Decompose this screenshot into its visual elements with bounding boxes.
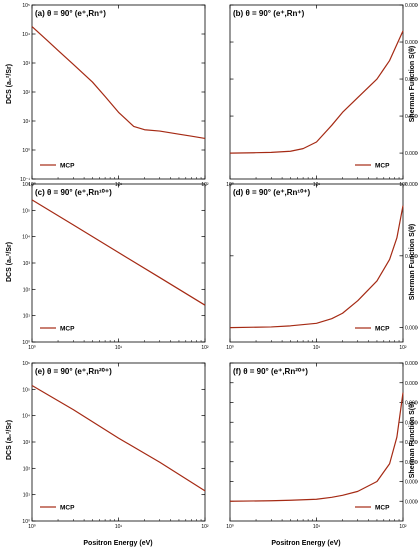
y-tick-label: 10¹ (23, 314, 31, 320)
y-tick-label: 10⁴ (22, 235, 30, 241)
x-tick-label: 10² (201, 345, 209, 351)
panel-title: (b) θ = 90° (e⁺,Rn⁺) (233, 9, 305, 18)
x-tick-label: 10² (399, 524, 407, 530)
y-tick-label: 0.000002 (405, 480, 418, 486)
x-tick-label: 10⁰ (226, 524, 234, 530)
y-tick-label: 10² (23, 287, 31, 293)
series-line-mcp (229, 205, 404, 329)
left-y-axis-label-top: DCS (a₀²/Sr) (6, 64, 13, 104)
series-line-mcp (229, 30, 404, 154)
y-tick-label: 0.00000 (405, 151, 418, 157)
panel-title: (d) θ = 90° (e⁺,Rn¹⁰⁺) (233, 188, 311, 197)
y-tick-label: 10¹ (23, 119, 31, 125)
y-tick-label: 0.000014 (405, 361, 418, 367)
left-y-axis-label-bottom: DCS (a₀²/Sr) (6, 420, 13, 460)
y-tick-label: 10⁶ (22, 182, 30, 188)
y-tick-label: 10⁴ (22, 32, 30, 38)
legend-label: MCP (375, 326, 390, 333)
y-tick-label: 10⁵ (22, 387, 30, 393)
series-line-mcp (229, 392, 404, 502)
right-y-axis-label-middle: Sherman Function S(θ) (409, 224, 416, 301)
panel-title: (c) θ = 90° (e⁺,Rn¹⁰⁺) (35, 188, 112, 197)
y-tick-label: 0.000000 (405, 326, 418, 332)
panel-1: 10⁰10¹10²0.000000.000010.000020.000030.0… (226, 3, 418, 188)
panel-title: (a) θ = 90° (e⁺,Rn⁺) (35, 9, 106, 18)
panel-2: 10⁰ 10¹ 10² 10⁰ 10¹ 10² 10³ 10⁴ 10⁵ 10⁶ (c) θ = 90… (22, 182, 209, 351)
plot-frame (31, 362, 206, 522)
y-tick-label: 10³ (23, 61, 31, 67)
y-tick-label: 10⁰ (22, 519, 30, 525)
x-tick-label: 10² (399, 345, 407, 351)
legend-label: MCP (375, 505, 390, 512)
y-tick-label: 10¹ (23, 493, 31, 499)
panel-title: (e) θ = 90° (e⁺,Rn²⁰⁺) (35, 367, 112, 376)
x-tick-label: 10⁰ (28, 524, 36, 530)
y-tick-label: 0.000002 (405, 254, 418, 260)
legend-label: MCP (60, 326, 75, 333)
y-tick-label: 0.000006 (405, 440, 418, 446)
x-tick-label: 10¹ (313, 345, 321, 351)
y-tick-label: 10² (23, 90, 31, 96)
y-tick-label: 0.000012 (405, 381, 418, 387)
y-tick-label: 0.00002 (405, 77, 418, 83)
y-tick-label: 10⁰ (22, 148, 30, 154)
x-tick-label: 10¹ (313, 524, 321, 530)
x-axis-label-left: Positron Energy (eV) (83, 540, 152, 547)
plot-frame (31, 4, 206, 180)
x-tick-label: 10¹ (115, 524, 123, 530)
plot-frame (31, 183, 206, 343)
y-tick-label: 10³ (23, 261, 31, 267)
legend-label: MCP (60, 505, 75, 512)
right-y-axis-label-top: Sherman Function S(θ) (409, 46, 416, 123)
y-tick-label: 0.000010 (405, 401, 418, 407)
series-line-mcp (31, 199, 206, 306)
y-tick-label: 0.00003 (405, 40, 418, 46)
panel-5: 10⁰ 10¹ 10² 0.000000 0.000002 0.000004 0.00000… (226, 361, 418, 530)
series-line-mcp (31, 26, 206, 140)
plot-frame (229, 362, 404, 522)
left-y-axis-label-middle: DCS (a₀²/Sr) (6, 242, 13, 282)
y-tick-label: 0.00001 (405, 114, 418, 120)
right-y-axis-label-bottom: Sherman Function S(θ) (409, 402, 416, 479)
panel-title: (f) θ = 90° (e⁺,Rn²⁰⁺) (233, 367, 308, 376)
legend-label: MCP (60, 163, 75, 170)
y-tick-label: 10² (23, 466, 31, 472)
y-tick-label: 10³ (23, 440, 31, 446)
y-tick-label: 10⁵ (22, 208, 30, 214)
x-axis-label-right: Positron Energy (eV) (271, 540, 340, 547)
y-tick-label: 0.000004 (405, 460, 418, 466)
x-tick-label: 10¹ (115, 345, 123, 351)
panel-4: 10⁰ 10¹ 10² 10⁰ 10¹ 10² 10³ 10⁴ 10⁵ 10⁶ (e) θ = 90… (22, 361, 209, 530)
y-tick-label: 0.000008 (405, 420, 418, 426)
y-tick-label: 0.000000 (405, 499, 418, 505)
x-tick-label: 10⁰ (28, 345, 36, 351)
y-tick-label: 0.00004 (405, 3, 418, 9)
y-tick-label: 10⁵ (22, 3, 30, 9)
y-tick-label: 10⁶ (22, 361, 30, 367)
y-tick-label: 10⁴ (22, 414, 30, 420)
legend-label: MCP (375, 163, 390, 170)
y-tick-label: 0.000004 (405, 182, 418, 188)
y-tick-label: 10⁰ (22, 340, 30, 346)
panel-3: 10⁰ 10¹ 10² 0.000000 0.000002 0.000004 (d) θ =… (226, 182, 418, 351)
series-line-mcp (31, 384, 206, 492)
x-tick-label: 10² (201, 524, 209, 530)
x-tick-label: 10⁰ (226, 345, 234, 351)
plot-frame (229, 183, 404, 343)
y-tick-label: 10⁻¹ (20, 177, 30, 183)
